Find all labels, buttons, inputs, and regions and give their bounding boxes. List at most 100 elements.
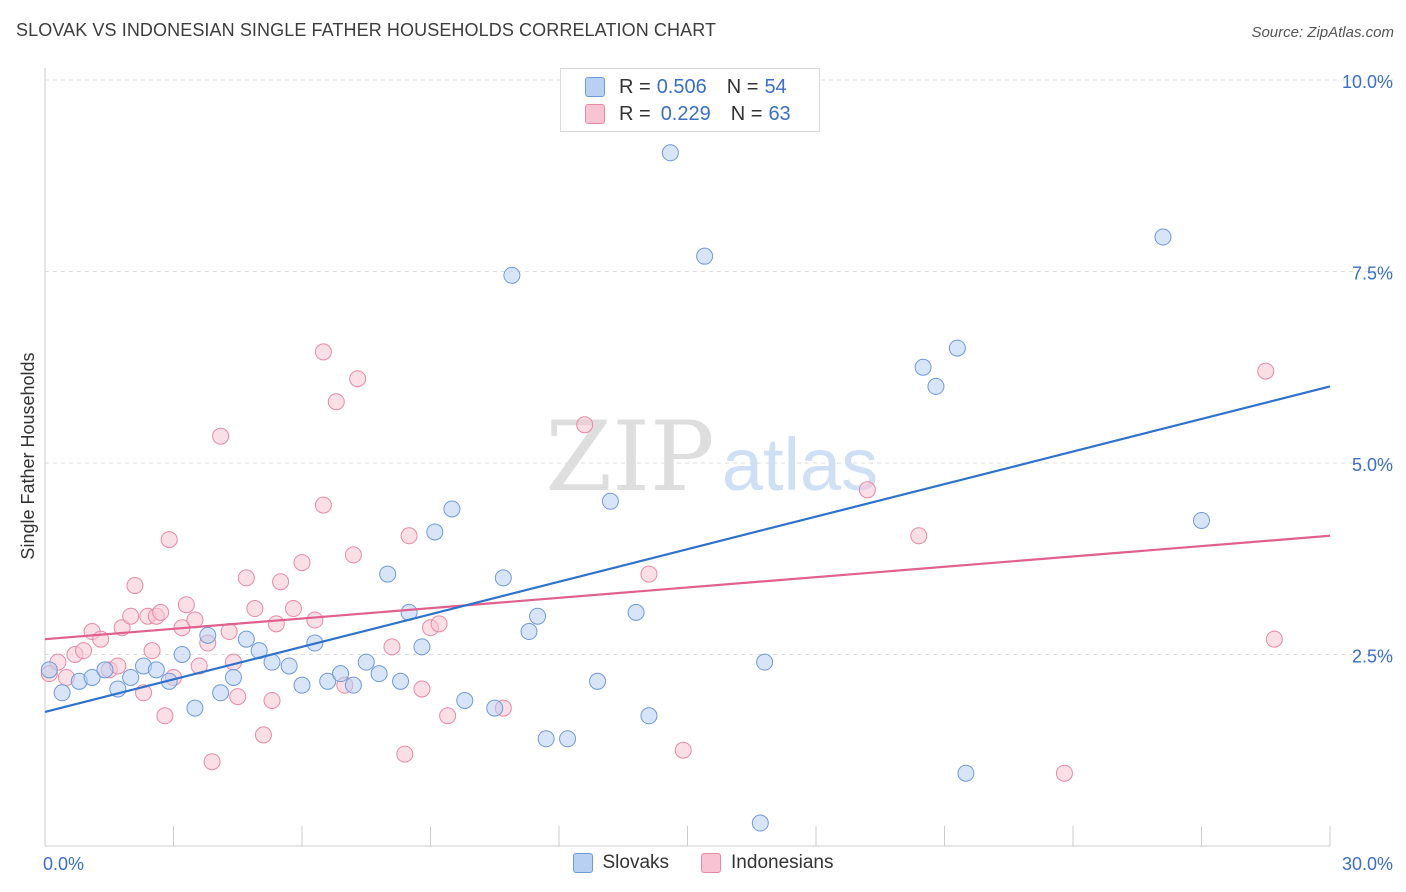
indonesians-point	[237, 569, 255, 587]
series-legend-indonesians[interactable]: Indonesians	[701, 852, 834, 874]
indonesians-point	[413, 680, 431, 698]
indonesians-point	[267, 615, 285, 633]
slovaks-point	[529, 607, 547, 625]
gridlines	[45, 79, 1395, 655]
indonesians-point	[314, 496, 332, 514]
series-legend: Slovaks Indonesians	[0, 852, 1406, 874]
indonesians-point	[220, 623, 238, 641]
indonesians-point	[344, 546, 362, 564]
indonesians-point	[122, 607, 140, 625]
slovaks-point	[413, 638, 431, 656]
indonesians-point	[246, 600, 264, 618]
chart-title: SLOVAK VS INDONESIAN SINGLE FATHER HOUSE…	[16, 20, 717, 40]
slovaks-point	[520, 623, 538, 641]
indonesians-point	[212, 427, 230, 445]
indonesians-trend-line	[44, 534, 1331, 641]
legend-n-label: N =	[730, 102, 763, 125]
legend-r-value: 0.229	[660, 102, 711, 125]
indonesians-point	[383, 638, 401, 656]
indonesians-point	[576, 416, 594, 434]
slovaks-point	[83, 668, 101, 686]
indonesians-point	[293, 554, 311, 572]
slovaks-point	[1154, 228, 1172, 246]
slovaks-point	[426, 523, 444, 541]
slovaks-point	[147, 661, 165, 679]
slovaks-point	[212, 684, 230, 702]
legend-n-value: 54	[764, 75, 787, 98]
slovaks-point	[122, 668, 140, 686]
slovaks-point	[379, 565, 397, 583]
indonesians-point	[160, 531, 178, 549]
indonesians-point	[126, 577, 144, 595]
legend-n-label: N =	[726, 75, 759, 98]
slovaks-point	[914, 358, 932, 376]
indonesians-point	[1265, 630, 1283, 648]
indonesians-point	[640, 565, 658, 583]
indonesians-point	[910, 527, 928, 545]
x-tick-labels: 0.0% 30.0%	[43, 854, 1393, 874]
series-swatch-slovaks	[572, 853, 593, 873]
y-tick-label: 10.0%	[1342, 72, 1393, 92]
slovaks-point	[293, 676, 311, 694]
indonesians-point	[177, 596, 195, 614]
slovaks-point	[53, 684, 71, 702]
indonesians-point	[156, 707, 174, 725]
y-axis-label: Single Father Households	[18, 352, 38, 559]
indonesians-point	[284, 600, 302, 618]
slovaks-point	[494, 569, 512, 587]
legend-n-value: 63	[768, 102, 791, 125]
axes	[44, 68, 1331, 847]
indonesians-point	[314, 343, 332, 361]
indonesians-point	[229, 688, 247, 706]
legend-row-slovaks: R = 0.506 N = 54	[585, 74, 787, 100]
legend-r-value: 0.506	[656, 75, 707, 98]
legend-swatch-indonesians	[585, 104, 605, 124]
slovaks-point	[237, 630, 255, 648]
indonesians-point	[1257, 362, 1275, 380]
slovaks-point	[199, 626, 217, 644]
indonesians-point	[75, 642, 93, 660]
x-tick-label: 30.0%	[1342, 854, 1393, 874]
watermark: ZIP atlas	[545, 401, 878, 513]
indonesians-point	[152, 603, 170, 621]
watermark-atlas: atlas	[722, 423, 878, 506]
slovaks-points	[40, 144, 1210, 832]
indonesians-point	[858, 481, 876, 499]
source-label: Source: ZipAtlas.com	[1251, 24, 1394, 41]
slovaks-point	[601, 492, 619, 510]
series-legend-slovaks[interactable]: Slovaks	[572, 852, 670, 874]
slovaks-trend-line	[44, 385, 1331, 714]
indonesians-point	[349, 370, 367, 388]
x-tick-label: 0.0%	[43, 854, 84, 874]
slovaks-point	[96, 661, 114, 679]
slovaks-point	[661, 144, 679, 162]
indonesians-point	[263, 691, 281, 709]
trend-lines	[44, 385, 1331, 714]
y-tick-labels: 2.5% 5.0% 7.5% 10.0%	[1342, 72, 1393, 667]
slovaks-point	[40, 661, 58, 679]
slovaks-point	[186, 699, 204, 717]
slovaks-point	[559, 730, 577, 748]
watermark-zip: ZIP	[545, 401, 714, 513]
series-label-slovaks: Slovaks	[602, 852, 670, 873]
indonesians-point	[203, 753, 221, 771]
legend-row-indonesians: R = 0.229 N = 63	[585, 101, 791, 127]
indonesians-point	[430, 615, 448, 633]
indonesians-point	[254, 726, 272, 744]
indonesians-point	[272, 573, 290, 591]
indonesians-points	[40, 343, 1283, 782]
slovaks-point	[173, 646, 191, 663]
indonesians-point	[674, 741, 692, 759]
slovaks-point	[224, 668, 242, 686]
legend-r-label: R =	[619, 102, 651, 125]
slovaks-point	[319, 672, 337, 690]
series-label-indonesians: Indonesians	[731, 852, 834, 873]
slovaks-point	[332, 665, 350, 683]
legend-r-label: R =	[619, 75, 651, 98]
slovaks-point	[1193, 511, 1210, 529]
slovaks-point	[456, 691, 474, 709]
slovaks-point	[392, 672, 410, 690]
correlation-legend: R = 0.506 N = 54 R = 0.229 N = 63	[560, 68, 820, 132]
indonesians-point	[439, 707, 457, 725]
